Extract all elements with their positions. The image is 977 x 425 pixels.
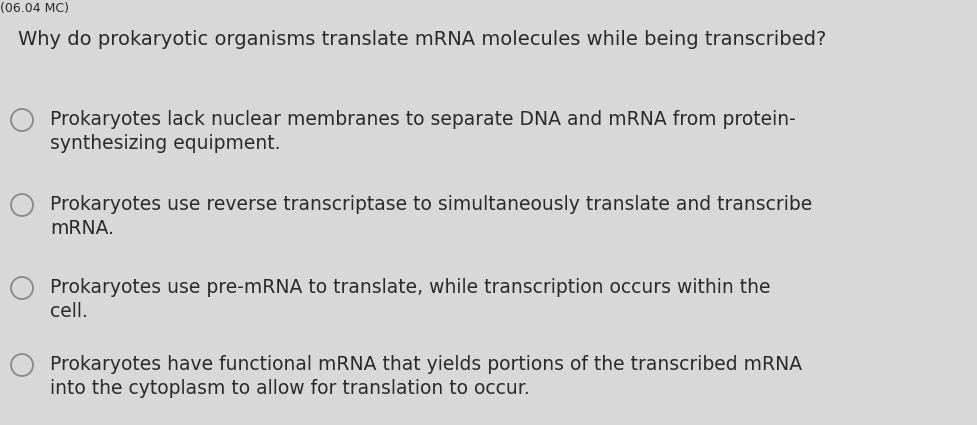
Text: (06.04 MC): (06.04 MC) xyxy=(0,2,69,15)
Text: Prokaryotes use pre-mRNA to translate, while transcription occurs within the
cel: Prokaryotes use pre-mRNA to translate, w… xyxy=(50,278,770,321)
Text: Prokaryotes have functional mRNA that yields portions of the transcribed mRNA
in: Prokaryotes have functional mRNA that yi… xyxy=(50,355,801,398)
Text: Prokaryotes use reverse transcriptase to simultaneously translate and transcribe: Prokaryotes use reverse transcriptase to… xyxy=(50,195,812,238)
Text: Why do prokaryotic organisms translate mRNA molecules while being transcribed?: Why do prokaryotic organisms translate m… xyxy=(18,30,826,49)
Text: Prokaryotes lack nuclear membranes to separate DNA and mRNA from protein-
synthe: Prokaryotes lack nuclear membranes to se… xyxy=(50,110,795,153)
